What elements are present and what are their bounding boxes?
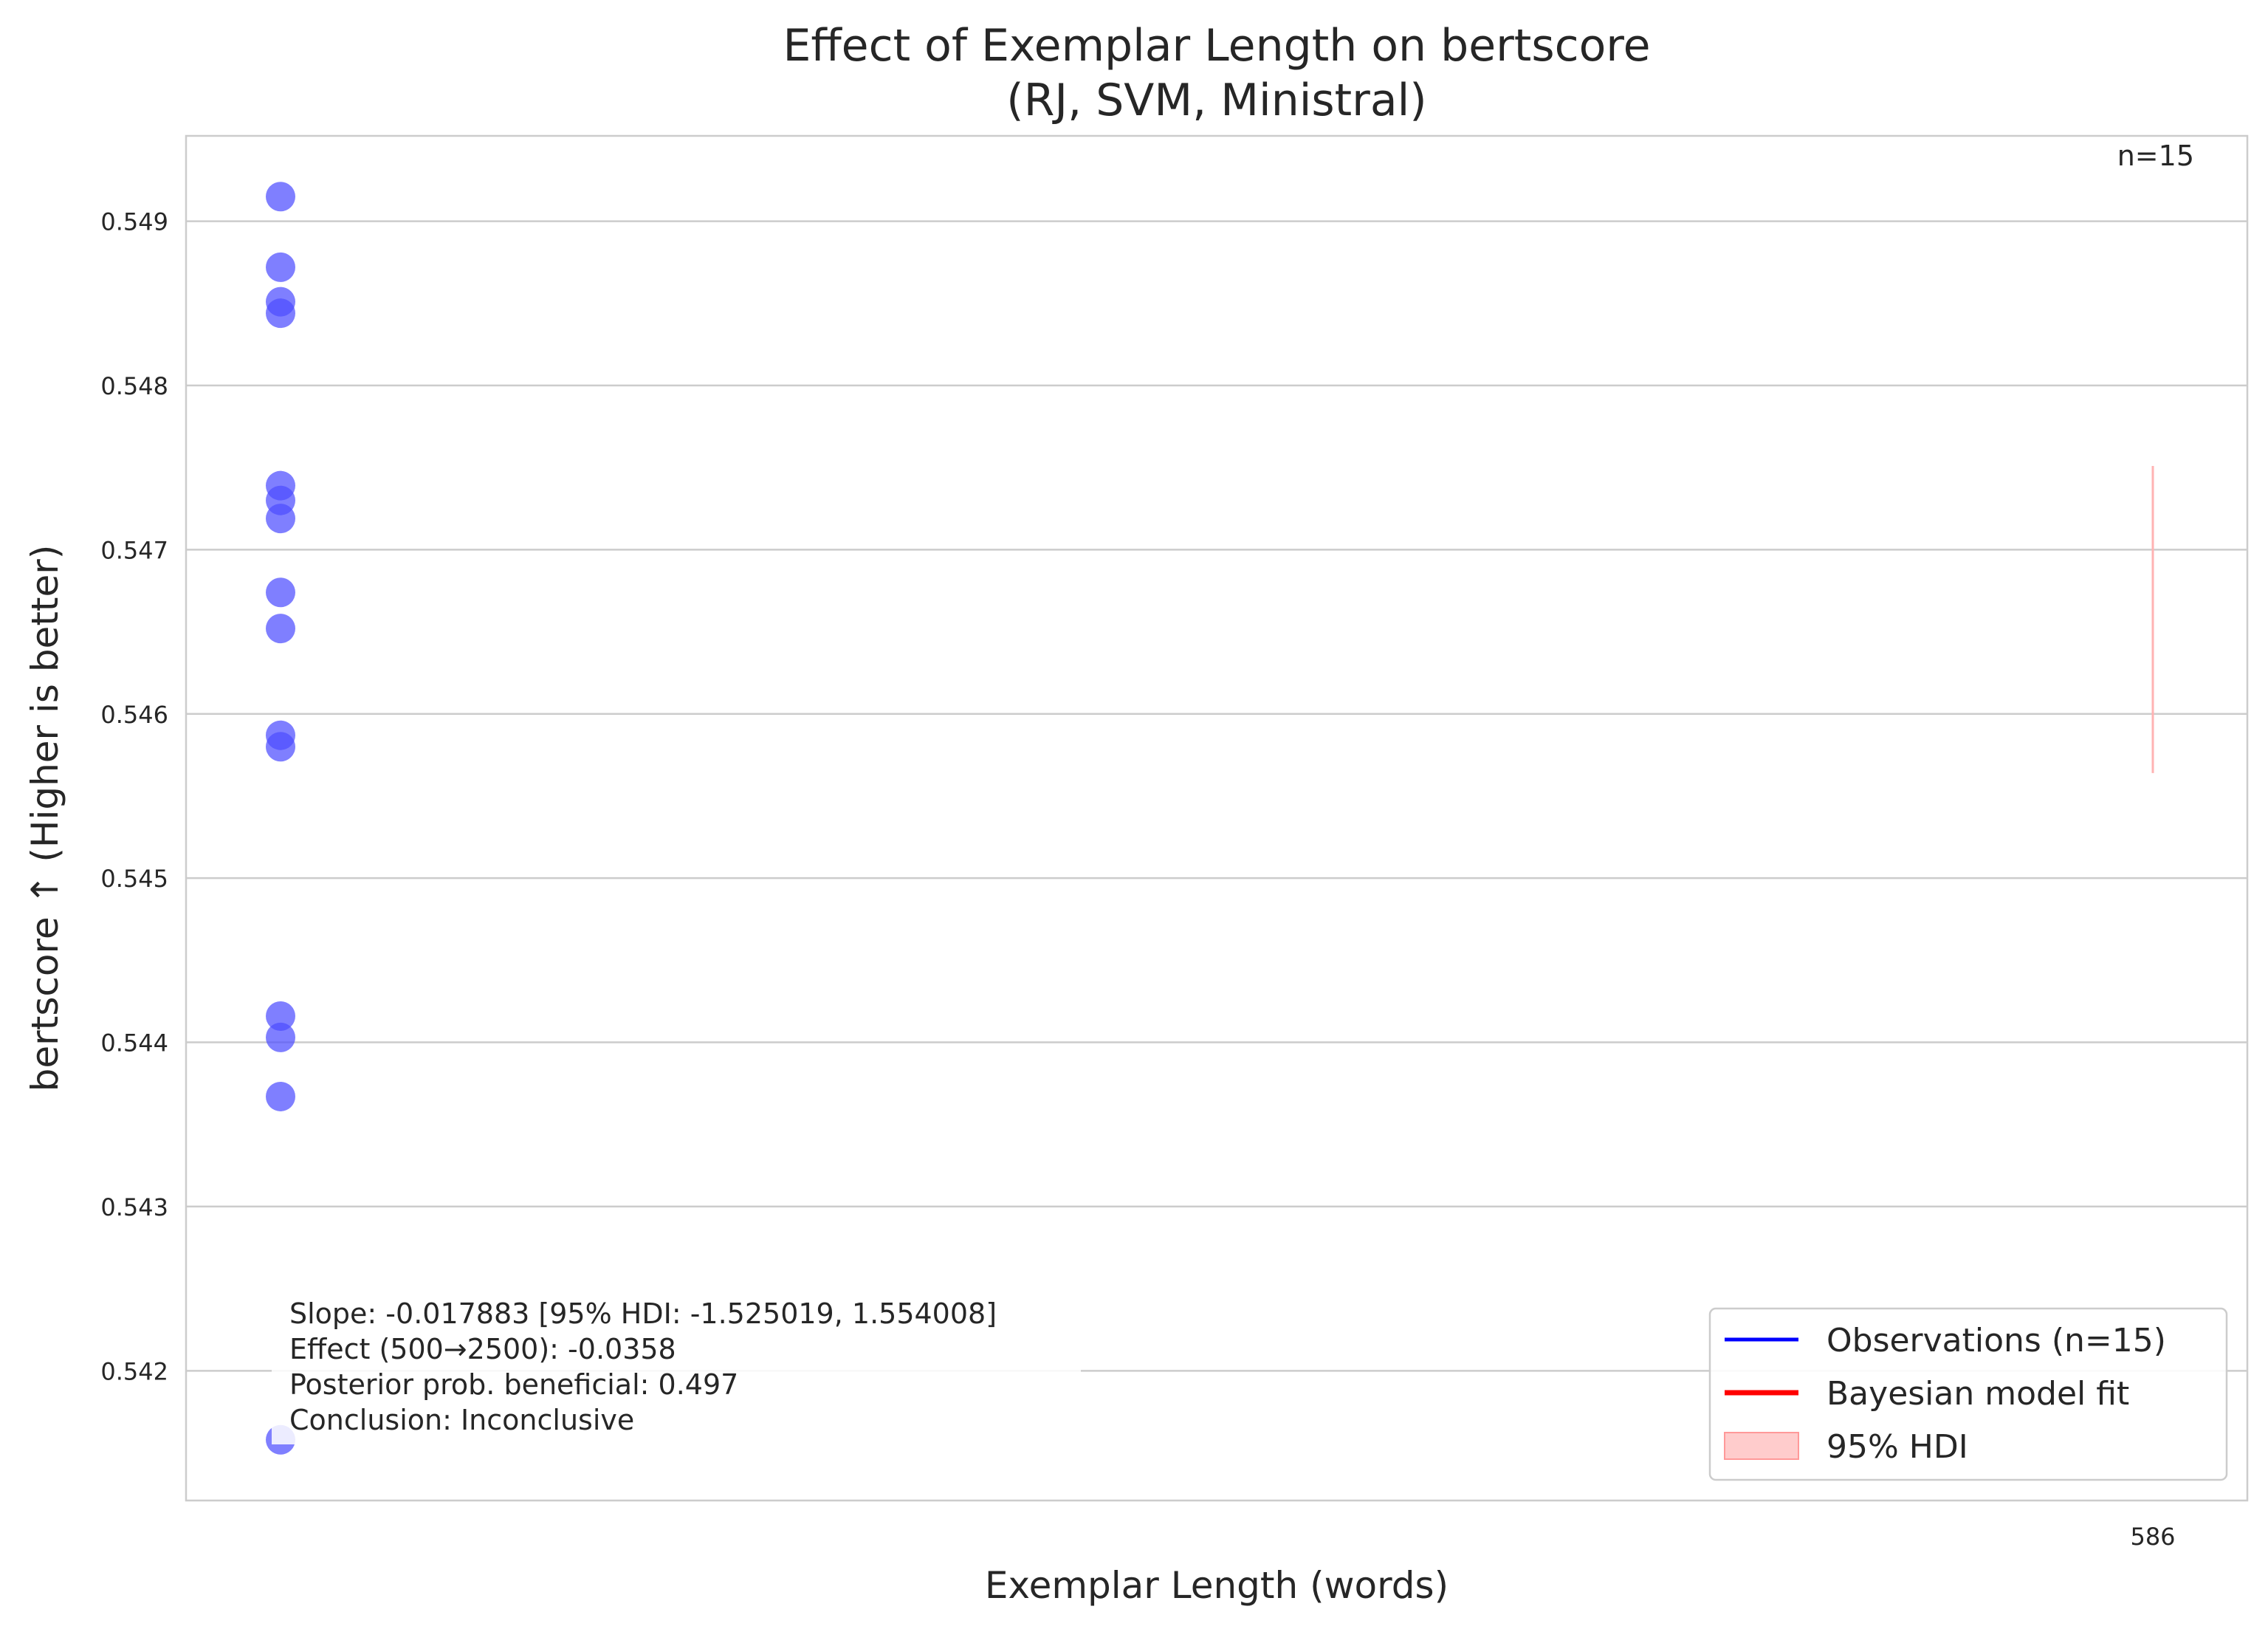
- y-tick-label: 0.542: [100, 1357, 168, 1385]
- scatter-point: [266, 732, 295, 762]
- x-axis-label: Exemplar Length (words): [985, 1564, 1449, 1607]
- chart-subtitle: (RJ, SVM, Ministral): [1006, 75, 1426, 126]
- scatter-point: [266, 504, 295, 534]
- x-ticks: 586: [2130, 1523, 2175, 1551]
- stats-line-conclusion: Conclusion: Inconclusive: [289, 1404, 634, 1436]
- legend-label-model-fit: Bayesian model fit: [1827, 1375, 2129, 1413]
- y-tick-label: 0.544: [100, 1029, 168, 1057]
- plot-area: [185, 134, 2249, 1502]
- n-annotation: n=15: [2117, 140, 2194, 172]
- scatter-point: [266, 182, 295, 212]
- legend-label-observations: Observations (n=15): [1827, 1322, 2166, 1359]
- stats-line-slope: Slope: -0.017883 [95% HDI: -1.525019, 1.…: [289, 1297, 997, 1330]
- stats-line-posterior: Posterior prob. beneficial: 0.497: [289, 1368, 738, 1401]
- y-tick-label: 0.543: [100, 1193, 168, 1221]
- stats-box-background: [272, 1291, 1081, 1444]
- y-tick-label: 0.549: [100, 208, 168, 236]
- legend-swatch-hdi: [1724, 1432, 1799, 1460]
- y-tick-label: 0.547: [100, 536, 168, 564]
- scatter-point: [266, 1081, 295, 1111]
- scatter-point: [266, 1001, 295, 1031]
- scatter-point: [266, 577, 295, 608]
- scatter-point: [266, 614, 295, 644]
- x-tick-label: 586: [2130, 1523, 2175, 1551]
- y-tick-label: 0.548: [100, 372, 168, 400]
- legend: Observations (n=15) Bayesian model fit 9…: [1708, 1307, 2228, 1481]
- scatter-point: [266, 252, 295, 282]
- scatter-points: [266, 182, 295, 1455]
- chart-title: Effect of Exemplar Length on bertscore: [783, 20, 1650, 72]
- y-tick-label: 0.546: [100, 701, 168, 729]
- scatter-point: [266, 298, 295, 329]
- stats-line-effect: Effect (500→2500): -0.0358: [289, 1333, 676, 1365]
- stats-box: Slope: -0.017883 [95% HDI: -1.525019, 1.…: [272, 1291, 1081, 1444]
- scatter-point: [266, 1022, 295, 1052]
- y-axis-label: bertscore ↑ (Higher is better): [24, 545, 66, 1092]
- legend-frame: [1708, 1307, 2228, 1481]
- y-tick-label: 0.545: [100, 865, 168, 893]
- legend-label-hdi: 95% HDI: [1827, 1428, 1968, 1466]
- y-ticks: 0.542 0.543 0.544 0.545 0.546 0.547 0.548 0.549: [100, 208, 168, 1386]
